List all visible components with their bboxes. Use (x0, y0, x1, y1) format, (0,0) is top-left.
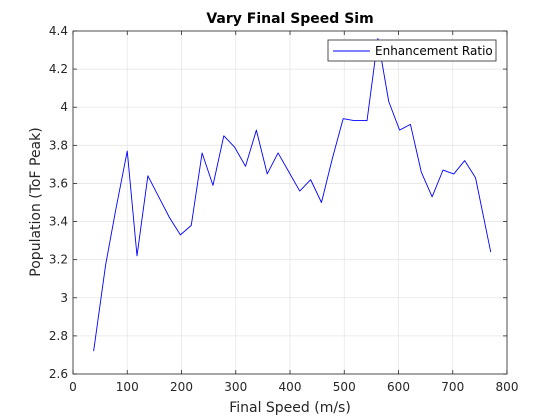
series-line-enhancement-ratio (93, 38, 492, 352)
x-tick-label: 300 (224, 380, 247, 394)
x-tick-label: 0 (69, 380, 77, 394)
legend: Enhancement Ratio (327, 39, 497, 62)
x-tick-label: 500 (333, 380, 356, 394)
y-axis-label: Population (ToF Peak) (28, 127, 44, 276)
x-tick-label: 100 (116, 380, 139, 394)
y-tick-label: 3.8 (49, 138, 68, 152)
x-tick-label: 700 (441, 380, 464, 394)
y-tick-labels: 2.6 2.8 3 3.2 3.4 3.6 3.8 4 4.2 4.4 (49, 24, 68, 381)
y-tick-label: 3 (60, 291, 68, 305)
y-tick-label: 4 (60, 100, 68, 114)
y-tick-label: 3.2 (49, 253, 68, 267)
y-tick-label: 2.8 (49, 329, 68, 343)
legend-label: Enhancement Ratio (375, 44, 493, 58)
series-group (93, 38, 492, 352)
y-tick-label: 2.6 (49, 367, 68, 381)
x-tick-label: 200 (170, 380, 193, 394)
y-tick-label: 3.4 (49, 215, 68, 229)
x-tick-labels: 0 100 200 300 400 500 600 700 800 (69, 380, 518, 394)
y-tick-label: 4.4 (49, 24, 68, 38)
chart-title: Vary Final Speed Sim (206, 11, 373, 27)
x-tick-label: 800 (496, 380, 519, 394)
x-axis-label: Final Speed (m/s) (229, 400, 351, 416)
x-tick-label: 400 (279, 380, 302, 394)
y-tick-label: 4.2 (49, 62, 68, 76)
y-tick-label: 3.6 (49, 176, 68, 190)
axis-ticks (72, 30, 508, 375)
legend-box (327, 39, 497, 62)
x-tick-label: 600 (387, 380, 410, 394)
